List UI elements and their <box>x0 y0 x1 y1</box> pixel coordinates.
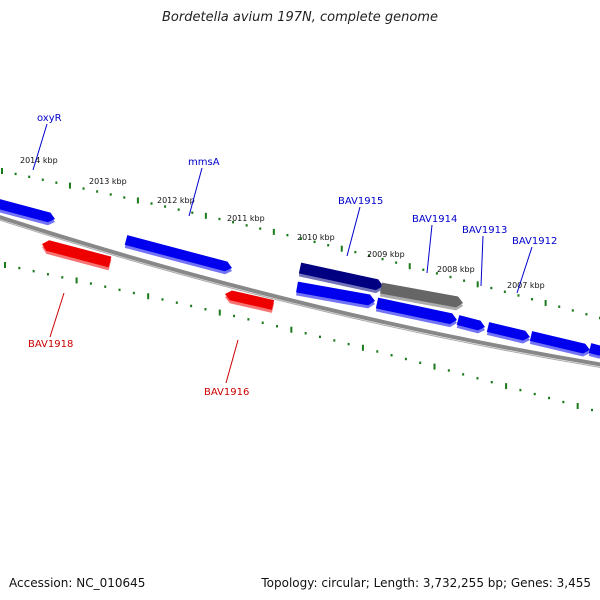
gene-arrow-BAV1911[interactable] <box>529 331 590 357</box>
gene-features <box>0 198 600 359</box>
gene-arrow-BAV1913[interactable] <box>456 315 485 334</box>
label-leader-BAV1912 <box>516 246 533 294</box>
genome-summary-text: Topology: circular; Length: 3,732,255 bp… <box>261 576 591 590</box>
accession-text: Accession: NC_010645 <box>9 576 146 590</box>
label-leader-mmsA <box>188 167 203 217</box>
inner-tick-ring <box>4 262 593 412</box>
kbp-label: 2014 kbp <box>20 156 58 165</box>
gene-arrow-mmsA[interactable] <box>124 235 232 275</box>
gene-arrow-BAV1914-cds[interactable] <box>375 297 457 328</box>
kbp-scale-labels: 2014 kbp 2013 kbp 2012 kbp 2011 kbp 2010 kbp… <box>20 156 545 290</box>
label-leader-BAV1914 <box>426 224 433 274</box>
gene-label-BAV1912[interactable]: BAV1912 <box>512 236 557 247</box>
kbp-label: 2011 kbp <box>227 214 265 223</box>
kbp-label: 2010 kbp <box>297 233 335 242</box>
gene-arrow-BAV1915-cds[interactable] <box>296 281 375 309</box>
label-leader-BAV1915 <box>346 206 361 257</box>
genome-backbone-shadow <box>0 219 600 368</box>
page-title: Bordetella avium 197N, complete genome <box>162 10 438 25</box>
gene-label-BAV1914[interactable]: BAV1914 <box>412 214 457 225</box>
gene-label-BAV1915[interactable]: BAV1915 <box>338 196 383 207</box>
gene-arrow-BAV1912[interactable] <box>486 322 530 344</box>
gene-arrow-BAV1916[interactable] <box>225 290 275 313</box>
gene-arrow-BAV1918[interactable] <box>42 240 112 271</box>
genome-backbone <box>0 215 600 367</box>
label-leader-BAV1916 <box>225 339 239 384</box>
kbp-label: 2013 kbp <box>89 177 127 186</box>
kbp-label: 2008 kbp <box>437 265 475 274</box>
gene-label-BAV1913[interactable]: BAV1913 <box>462 225 507 236</box>
kbp-label: 2007 kbp <box>507 281 545 290</box>
gene-arrow-BAV1915[interactable] <box>298 262 383 294</box>
gene-labels: oxyR mmsA BAV1915 BAV1914 BAV1913 BAV1912 BAV1… <box>28 113 557 398</box>
gene-arrow-BAV1914[interactable] <box>380 282 463 311</box>
label-leader-BAV1918 <box>49 292 65 338</box>
outer-tick-ring <box>1 168 600 320</box>
gene-arrow-oxyR[interactable] <box>0 198 55 226</box>
gene-label-oxyR[interactable]: oxyR <box>37 113 62 124</box>
gene-label-BAV1916[interactable]: BAV1916 <box>204 387 249 398</box>
gene-label-BAV1918[interactable]: BAV1918 <box>28 339 73 350</box>
gene-label-mmsA[interactable]: mmsA <box>188 157 220 168</box>
gene-arrow-edge[interactable] <box>588 343 600 359</box>
kbp-label: 2012 kbp <box>157 196 195 205</box>
kbp-label: 2009 kbp <box>367 250 405 259</box>
label-leader-BAV1913 <box>480 235 484 287</box>
label-leader-oxyR <box>32 123 48 171</box>
